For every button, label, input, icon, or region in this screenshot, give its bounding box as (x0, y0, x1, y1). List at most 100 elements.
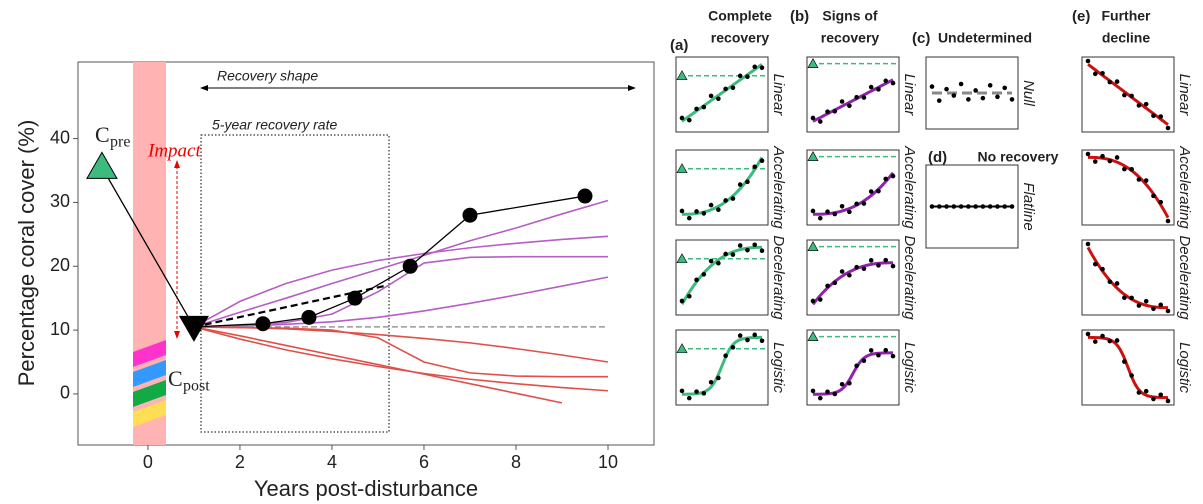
panel-title: Further (1102, 8, 1152, 24)
thumb-point (679, 388, 685, 394)
panel-title: No recovery (978, 149, 1059, 165)
panel-title: decline (1102, 30, 1150, 46)
thumb-point (679, 208, 685, 214)
row-label: Linear (901, 74, 918, 117)
thumb-point (825, 389, 830, 395)
thumb-point (1151, 306, 1156, 312)
thumb-point (929, 204, 935, 209)
thumb-point (861, 201, 867, 206)
target-marker (676, 70, 688, 81)
row-label: Decelerating (770, 235, 787, 320)
y-tick-label: 30 (50, 191, 70, 211)
thumb-point (737, 182, 743, 187)
thumb-point (1143, 388, 1149, 394)
annotation: C (95, 122, 110, 147)
thumb-point (1165, 308, 1171, 314)
y-tick-label: 40 (50, 127, 70, 147)
thumb-point (1158, 392, 1164, 398)
thumb-point (847, 272, 852, 278)
thumb-point (708, 202, 714, 208)
thumb-point (847, 103, 852, 109)
thumb-point (966, 97, 971, 102)
thumb-point (1085, 58, 1091, 64)
thumb-point (890, 353, 896, 359)
thumb-point (1107, 279, 1113, 285)
thumb-point (951, 93, 957, 98)
fit-line (681, 63, 763, 123)
thumb-point (1114, 338, 1120, 343)
target-marker (676, 343, 688, 354)
observed-point (577, 188, 593, 204)
thumb-point (745, 247, 750, 253)
post-marker (178, 315, 209, 342)
thumb-point (832, 280, 838, 286)
thumb-point (1165, 125, 1171, 131)
annotation: Recovery shape (217, 68, 318, 84)
thumbnail-frame (806, 239, 900, 316)
x-tick-label: 8 (511, 452, 521, 472)
thumb-point (723, 86, 728, 92)
thumb-point (987, 204, 993, 209)
thumb-point (1136, 103, 1142, 108)
thumb-point (679, 298, 685, 304)
observed-point (347, 290, 363, 306)
panel-title: Signs of (822, 8, 878, 24)
fit-line (812, 351, 894, 396)
thumb-point (958, 204, 964, 209)
thumb-point (861, 95, 867, 100)
stripe (133, 360, 166, 387)
thumb-point (1107, 79, 1113, 85)
row-label: Logistic (770, 342, 787, 393)
thumb-point (723, 198, 728, 203)
row-label: Decelerating (1176, 235, 1193, 320)
x-tick-label: 6 (419, 452, 429, 472)
stripe (133, 340, 166, 367)
thumb-point (745, 74, 750, 80)
thumb-point (832, 211, 838, 217)
thumb-point (876, 352, 881, 358)
thumb-point (944, 86, 949, 92)
thumb-point (686, 395, 692, 401)
thumb-point (730, 252, 736, 257)
thumb-point (883, 176, 889, 182)
y-axis-title: Percentage coral cover (%) (14, 120, 39, 387)
thumb-point (810, 208, 816, 214)
thumb-point (1122, 92, 1127, 98)
thumb-point (1143, 101, 1149, 107)
x-axis-title: Years post-disturbance (254, 476, 478, 501)
thumb-point (701, 391, 707, 396)
thumbnail-frame (675, 239, 769, 316)
thumb-point (817, 215, 823, 221)
row-label: Null (1020, 80, 1037, 107)
panel-title: recovery (821, 30, 880, 46)
thumb-point (1100, 71, 1105, 76)
observed-point (255, 316, 271, 332)
thumb-point (759, 338, 765, 344)
thumb-point (832, 391, 838, 397)
thumb-point (876, 188, 881, 194)
fit-line (681, 156, 764, 216)
row-label: Flatline (1020, 182, 1037, 230)
thumb-point (701, 104, 707, 110)
thumb-point (817, 297, 823, 302)
row-label: Logistic (1176, 342, 1193, 393)
observed-point (462, 207, 478, 223)
row-label: Accelerating (901, 145, 918, 229)
thumb-point (1009, 204, 1015, 209)
observed-point (402, 258, 418, 274)
thumb-point (868, 348, 874, 353)
thumb-point (832, 109, 838, 114)
thumb-point (854, 264, 859, 270)
panel-label: (b) (790, 8, 809, 25)
thumb-point (1002, 85, 1008, 91)
stripe (133, 400, 166, 427)
thumb-point (679, 115, 685, 121)
observed-line (193, 195, 586, 328)
thumbnail-frame (806, 329, 900, 406)
thumb-point (980, 204, 986, 209)
thumb-point (1107, 338, 1113, 344)
thumb-point (810, 298, 816, 304)
thumb-point (1114, 79, 1120, 84)
thumb-point (737, 243, 743, 248)
panel-title: recovery (711, 30, 770, 46)
